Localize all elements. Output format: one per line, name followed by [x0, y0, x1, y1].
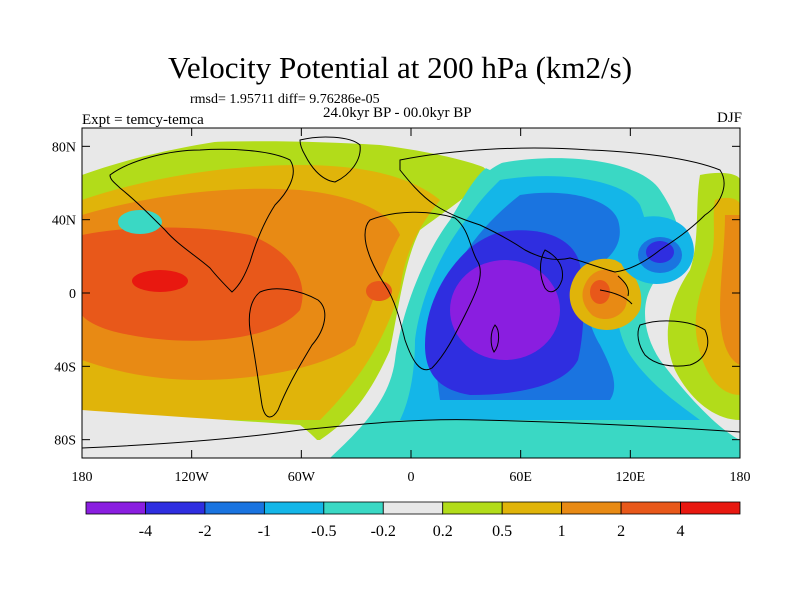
colorbar-swatch — [323, 501, 384, 515]
colorbar-label: 4 — [677, 523, 685, 540]
colorbar-label: -0.2 — [371, 523, 396, 540]
colorbar-swatch — [680, 501, 741, 515]
colorbar-label: 2 — [617, 523, 625, 540]
lon-tick-label: 120W — [175, 470, 210, 485]
colorbar-label: 1 — [558, 523, 566, 540]
colorbar-swatch — [145, 501, 206, 515]
lon-tick-label: 0 — [408, 470, 415, 485]
lat-tick-label: 80N — [52, 140, 76, 155]
lon-tick-label: 180 — [72, 470, 93, 485]
map-axes: 180 120W 60W 0 60E 120E 180 80N 40N 0 40S 80S — [52, 128, 751, 485]
lon-tick-label: 180 — [730, 470, 751, 485]
colorbar-swatch — [501, 501, 563, 515]
colorbar-label: -0.5 — [311, 523, 336, 540]
colorbar-label: 0.2 — [433, 523, 453, 540]
period-label: 24.0kyr BP - 00.0kyr BP — [323, 105, 472, 121]
colorbar-swatch — [263, 501, 325, 515]
colorbar-label: -1 — [258, 523, 271, 540]
plot-title: Velocity Potential at 200 hPa (km2/s) — [167, 50, 633, 85]
experiment-label: Expt = temcy-temca — [82, 112, 204, 128]
lat-tick-label: 40N — [52, 214, 76, 229]
colorbar-swatch — [382, 501, 444, 515]
colorbar: -4 -2 -1 -0.5 -0.2 0.2 0.5 1 2 4 — [85, 501, 741, 540]
lat-tick-label: 40S — [54, 360, 76, 375]
season-label: DJF — [716, 110, 742, 126]
stats-line: rmsd= 1.95711 diff= 9.76286e-05 — [190, 92, 380, 107]
contour-field — [82, 128, 740, 458]
coastlines — [82, 136, 740, 449]
lat-tick-label: 80S — [54, 434, 76, 449]
colorbar-swatch — [442, 501, 503, 515]
lon-tick-label: 60E — [509, 470, 532, 485]
colorbar-label: -2 — [198, 523, 211, 540]
colorbar-label: 0.5 — [492, 523, 512, 540]
colorbar-label: -4 — [139, 523, 152, 540]
colorbar-swatch — [85, 501, 146, 515]
colorbar-swatch — [620, 501, 681, 515]
lon-tick-label: 120E — [616, 470, 646, 485]
lon-tick-label: 60W — [288, 470, 316, 485]
lat-tick-label: 0 — [69, 287, 76, 302]
colorbar-swatch — [204, 501, 265, 515]
colorbar-swatch — [561, 501, 622, 515]
